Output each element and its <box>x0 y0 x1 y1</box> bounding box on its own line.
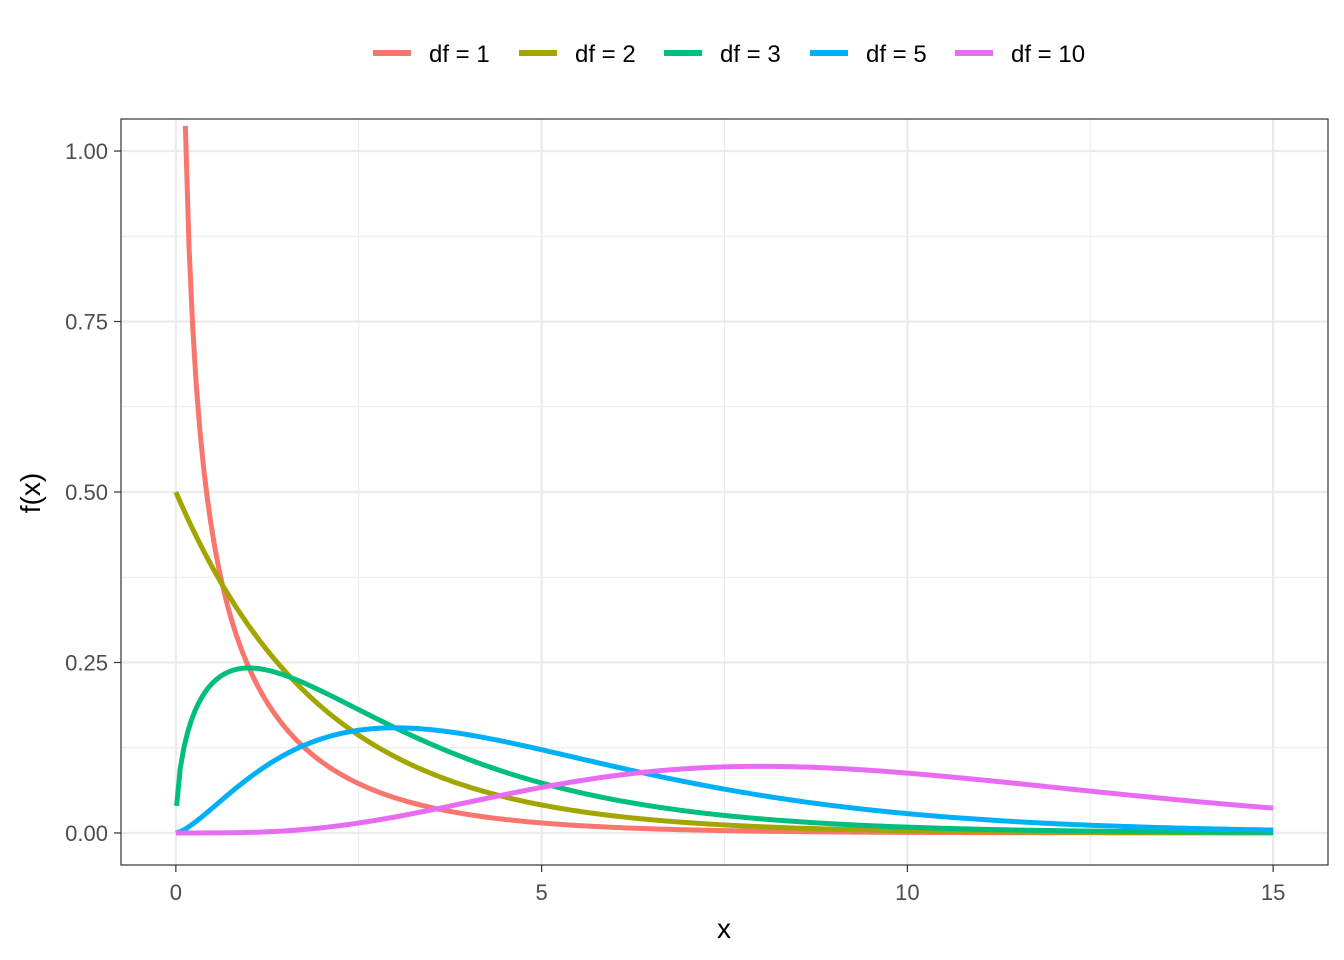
y-axis-ticks: 0.00 0.25 0.50 0.75 1.00 <box>65 139 121 846</box>
legend-label: df = 5 <box>866 41 927 68</box>
y-tick-label: 1.00 <box>65 139 108 164</box>
y-tick-label: 0.50 <box>65 480 108 505</box>
x-axis-ticks: 0 5 10 15 <box>170 865 1285 905</box>
series-line-df-5 <box>175 725 1274 836</box>
legend-label: df = 3 <box>720 41 781 68</box>
legend-item-df-10: df = 10 <box>955 41 1085 68</box>
x-axis-title: x <box>717 913 731 944</box>
y-tick-label: 0.00 <box>65 821 108 846</box>
legend-item-df-3: df = 3 <box>664 41 781 68</box>
x-tick-label: 0 <box>170 880 182 905</box>
legend-item-df-5: df = 5 <box>810 41 927 68</box>
legend: df = 1 df = 2 df = 3 df = 5 df = 10 <box>373 41 1085 68</box>
y-axis-title: f(x) <box>15 473 46 513</box>
legend-item-df-1: df = 1 <box>373 41 490 68</box>
legend-label: df = 2 <box>575 41 636 68</box>
legend-label: df = 10 <box>1011 41 1085 68</box>
legend-item-df-2: df = 2 <box>519 41 636 68</box>
x-tick-label: 15 <box>1261 880 1285 905</box>
x-tick-label: 5 <box>535 880 547 905</box>
x-tick-label: 10 <box>895 880 919 905</box>
series-lines <box>173 125 1274 836</box>
y-tick-label: 0.25 <box>65 650 108 675</box>
series-line-df-3 <box>174 665 1274 835</box>
legend-label: df = 1 <box>429 41 490 68</box>
y-tick-label: 0.75 <box>65 310 108 335</box>
series-line-df-10 <box>175 763 1274 836</box>
major-gridlines <box>121 119 1328 865</box>
